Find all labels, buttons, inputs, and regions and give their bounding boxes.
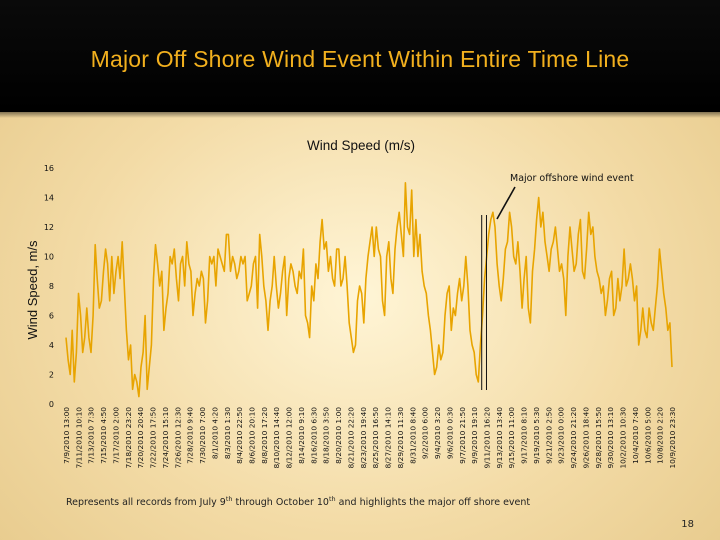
x-tick-label: 10/9/2010 23:30 bbox=[668, 407, 677, 469]
x-tick-label: 8/29/2010 11:30 bbox=[396, 407, 405, 469]
x-tick-label: 7/30/2010 7:00 bbox=[198, 407, 207, 464]
x-tick-label: 7/13/2010 7:30 bbox=[87, 407, 96, 464]
x-tick-label: 8/1/2010 4:20 bbox=[210, 407, 219, 459]
x-tick-label: 8/23/2010 19:40 bbox=[359, 407, 368, 469]
y-tick-label: 6 bbox=[49, 312, 54, 321]
y-tick-label: 8 bbox=[49, 282, 54, 291]
x-tick-label: 10/2/2010 10:30 bbox=[619, 407, 628, 469]
footnote: Represents all records from July 9th thr… bbox=[66, 495, 530, 508]
x-tick-label: 9/11/2010 16:20 bbox=[482, 407, 491, 469]
x-tick-label: 8/10/2010 14:40 bbox=[272, 407, 281, 469]
title-band: Major Off Shore Wind Event Within Entire… bbox=[0, 0, 720, 118]
x-tick-label: 8/14/2010 9:10 bbox=[297, 407, 306, 464]
y-tick-label: 2 bbox=[49, 371, 54, 380]
x-tick-label: 8/6/2010 20:10 bbox=[248, 407, 257, 464]
x-tick-label: 9/9/2010 19:10 bbox=[470, 407, 479, 464]
x-tick-label: 7/17/2010 2:00 bbox=[111, 407, 120, 464]
x-tick-label: 8/4/2010 22:50 bbox=[235, 407, 244, 464]
x-tick-label: 7/26/2010 12:30 bbox=[173, 407, 182, 469]
footnote-sup-2: th bbox=[328, 495, 336, 503]
x-tick-label: 10/6/2010 5:00 bbox=[643, 407, 652, 464]
x-tick-label: 8/20/2010 1:00 bbox=[334, 407, 343, 464]
x-tick-label: 9/7/2010 21:50 bbox=[458, 407, 467, 464]
x-tick-label: 7/9/2010 13:00 bbox=[62, 407, 71, 464]
x-tick-label: 7/20/2010 20:40 bbox=[136, 407, 145, 469]
x-tick-label: 9/4/2010 3:20 bbox=[433, 407, 442, 459]
y-tick-label: 16 bbox=[44, 164, 54, 173]
offshore-event-highlight bbox=[481, 215, 487, 390]
x-tick-label: 9/19/2010 5:30 bbox=[532, 407, 541, 464]
x-tick-label: 9/21/2010 2:50 bbox=[544, 407, 553, 464]
x-tick-label: 8/8/2010 17:20 bbox=[260, 407, 269, 464]
wind-speed-series-line bbox=[65, 182, 673, 398]
y-axis-label: Wind Speed, m/s bbox=[25, 240, 40, 339]
x-tick-label: 9/23/2010 0:00 bbox=[557, 407, 566, 464]
x-tick-label: 8/18/2010 3:50 bbox=[322, 407, 331, 464]
footnote-part-c: and highlights the major off shore event bbox=[335, 497, 531, 509]
x-tick-label: 9/24/2010 21:20 bbox=[569, 407, 578, 469]
x-tick-label: 9/26/2010 18:40 bbox=[581, 407, 590, 469]
footnote-part-a: Represents all records from July 9 bbox=[66, 497, 226, 509]
y-tick-label: 4 bbox=[49, 341, 54, 350]
y-tick-label: 10 bbox=[44, 253, 54, 262]
x-tick-label: 8/31/2010 8:40 bbox=[408, 407, 417, 464]
x-tick-label: 8/16/2010 6:30 bbox=[309, 407, 318, 464]
x-tick-label: 7/22/2010 17:50 bbox=[149, 407, 158, 469]
y-tick-label: 14 bbox=[44, 194, 54, 203]
x-tick-label: 7/18/2010 23:20 bbox=[124, 407, 133, 469]
annotation-arrow bbox=[496, 186, 516, 220]
footnote-part-b: through October 10 bbox=[232, 497, 329, 509]
y-axis-ticks: 0 2 4 6 8 10 12 14 16 bbox=[44, 164, 54, 409]
x-tick-label: 7/11/2010 10:10 bbox=[74, 407, 83, 469]
x-tick-label: 9/15/2010 11:00 bbox=[507, 407, 516, 469]
chart-title: Wind Speed (m/s) bbox=[307, 138, 415, 153]
footnote-sup-1: th bbox=[225, 495, 233, 503]
x-tick-label: 9/17/2010 8:10 bbox=[520, 407, 529, 464]
y-tick-label: 0 bbox=[49, 400, 54, 409]
annotation-label: Major offshore wind event bbox=[510, 173, 634, 184]
x-tick-label: 9/13/2010 13:40 bbox=[495, 407, 504, 469]
x-tick-label: 10/8/2010 2:20 bbox=[656, 407, 665, 464]
x-tick-label: 8/12/2010 12:00 bbox=[285, 407, 294, 469]
x-tick-label: 7/24/2010 15:10 bbox=[161, 407, 170, 469]
slide-title: Major Off Shore Wind Event Within Entire… bbox=[90, 46, 630, 72]
x-tick-label: 9/28/2010 15:50 bbox=[594, 407, 603, 469]
x-tick-label: 8/25/2010 16:50 bbox=[371, 407, 380, 469]
x-tick-label: 7/28/2010 9:40 bbox=[186, 407, 195, 464]
x-tick-label: 8/3/2010 1:30 bbox=[223, 407, 232, 459]
x-axis-ticks: 7/9/2010 13:00 7/11/2010 10:10 7/13/2010 7… bbox=[62, 407, 677, 469]
x-tick-label: 9/30/2010 13:10 bbox=[606, 407, 615, 469]
x-tick-label: 9/6/2010 0:30 bbox=[445, 407, 454, 459]
page-number: 18 bbox=[681, 519, 694, 530]
y-tick-label: 12 bbox=[44, 223, 54, 232]
x-tick-label: 8/27/2010 14:10 bbox=[384, 407, 393, 469]
x-tick-label: 7/15/2010 4:50 bbox=[99, 407, 108, 464]
x-tick-label: 9/2/2010 6:00 bbox=[421, 407, 430, 459]
x-tick-label: 8/21/2010 22:20 bbox=[346, 407, 355, 469]
x-tick-label: 10/4/2010 7:40 bbox=[631, 407, 640, 464]
